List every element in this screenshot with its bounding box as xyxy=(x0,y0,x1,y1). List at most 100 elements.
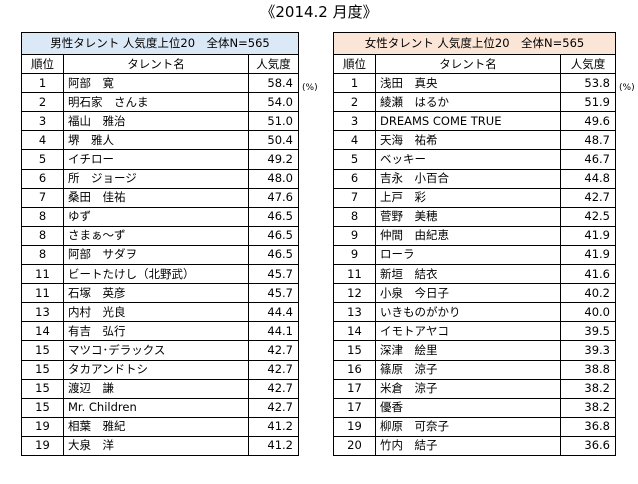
male-table-header-row: 男性タレント 人気度上位20 全体N=565 xyxy=(21,32,299,55)
table-row: 15 タカアンドトシ 42.7 xyxy=(21,359,299,380)
name-cell: 明石家 さんま xyxy=(63,92,249,113)
page-title: 《2014.2 月度》 xyxy=(260,3,378,21)
name-cell: Mr. Children xyxy=(63,397,249,418)
value-cell: 49.2 xyxy=(248,149,299,170)
rank-cell: 13 xyxy=(21,302,64,323)
table-row: 2 明石家 さんま 54.0 xyxy=(21,92,299,113)
rank-cell: 19 xyxy=(21,435,64,456)
name-cell: 阿部 寛 xyxy=(63,73,249,94)
rank-cell: 6 xyxy=(21,168,64,189)
table-row: 8 ゆず 46.5 xyxy=(21,206,299,227)
value-cell: 58.4 xyxy=(248,73,299,94)
value-cell: 51.9 xyxy=(560,92,616,113)
rank-cell: 13 xyxy=(333,302,376,323)
name-cell: 優香 xyxy=(375,397,561,418)
table-row: 14 有吉 弘行 44.1 xyxy=(21,321,299,342)
table-row: 7 上戸 彩 42.7 xyxy=(333,187,616,208)
name-cell: ゆず xyxy=(63,206,249,227)
rank-cell: 1 xyxy=(333,73,376,94)
table-row: 15 渡辺 謙 42.7 xyxy=(21,378,299,399)
table-row: 5 イチロー 49.2 xyxy=(21,149,299,170)
value-cell: 36.8 xyxy=(560,416,616,437)
value-cell: 42.7 xyxy=(248,340,299,361)
male-col-value: 人気度 xyxy=(248,53,299,75)
rank-cell: 3 xyxy=(21,111,64,132)
value-cell: 41.2 xyxy=(248,416,299,437)
table-row: 9 仲間 由紀恵 41.9 xyxy=(333,225,616,246)
rank-cell: 19 xyxy=(333,416,376,437)
rank-cell: 17 xyxy=(333,397,376,418)
rank-cell: 7 xyxy=(333,187,376,208)
name-cell: 菅野 美穂 xyxy=(375,206,561,227)
value-cell: 38.8 xyxy=(560,359,616,380)
value-cell: 42.5 xyxy=(560,206,616,227)
table-row: 1 浅田 真央 53.8 xyxy=(333,73,616,94)
rank-cell: 15 xyxy=(21,378,64,399)
female-table-title: 女性タレント 人気度上位20 全体N=565 xyxy=(333,32,616,55)
name-cell: 吉永 小百合 xyxy=(375,168,561,189)
name-cell: 天海 祐希 xyxy=(375,130,561,151)
name-cell: マツコ･デラックス xyxy=(63,340,249,361)
table-row: 6 吉永 小百合 44.8 xyxy=(333,168,616,189)
name-cell: 大泉 洋 xyxy=(63,435,249,456)
rank-cell: 19 xyxy=(21,416,64,437)
value-cell: 45.7 xyxy=(248,283,299,304)
female-table-header-row: 女性タレント 人気度上位20 全体N=565 xyxy=(333,32,616,55)
rank-cell: 8 xyxy=(21,206,64,227)
rank-cell: 14 xyxy=(333,321,376,342)
rank-cell: 11 xyxy=(21,283,64,304)
male-ranking-table: 男性タレント 人気度上位20 全体N=565 順位 タレント名 人気度 1 阿部 … xyxy=(21,32,299,456)
value-cell: 54.0 xyxy=(248,92,299,113)
value-cell: 51.0 xyxy=(248,111,299,132)
rank-cell: 11 xyxy=(333,264,376,285)
rank-cell: 7 xyxy=(21,187,64,208)
table-row: 11 新垣 結衣 41.6 xyxy=(333,264,616,285)
table-row: 19 相葉 雅紀 41.2 xyxy=(21,416,299,437)
name-cell: さまぁ～ず xyxy=(63,225,249,246)
name-cell: 浅田 真央 xyxy=(375,73,561,94)
table-row: 20 竹内 結子 36.6 xyxy=(333,435,616,456)
value-cell: 42.7 xyxy=(248,378,299,399)
rank-cell: 12 xyxy=(333,283,376,304)
rank-cell: 5 xyxy=(333,149,376,170)
name-cell: 渡辺 謙 xyxy=(63,378,249,399)
value-cell: 44.1 xyxy=(248,321,299,342)
value-cell: 40.2 xyxy=(560,283,616,304)
name-cell: 深津 絵里 xyxy=(375,340,561,361)
rank-cell: 8 xyxy=(333,206,376,227)
value-cell: 42.7 xyxy=(248,397,299,418)
rank-cell: 4 xyxy=(21,130,64,151)
name-cell: 内村 光良 xyxy=(63,302,249,323)
table-row: 3 DREAMS COME TRUE 49.6 xyxy=(333,111,616,132)
name-cell: ローラ xyxy=(375,244,561,266)
name-cell: 桑田 佳祐 xyxy=(63,187,249,208)
rank-cell: 8 xyxy=(21,225,64,246)
male-col-rank: 順位 xyxy=(21,53,64,75)
value-cell: 48.7 xyxy=(560,130,616,151)
value-cell: 47.6 xyxy=(248,187,299,208)
table-row: 14 イモトアヤコ 39.5 xyxy=(333,321,616,342)
rank-cell: 17 xyxy=(333,378,376,399)
rank-cell: 15 xyxy=(21,359,64,380)
name-cell: 米倉 涼子 xyxy=(375,378,561,399)
value-cell: 50.4 xyxy=(248,130,299,151)
name-cell: 相葉 雅紀 xyxy=(63,416,249,437)
value-cell: 42.7 xyxy=(248,359,299,380)
female-table-body: 女性タレント 人気度上位20 全体N=565 順位 タレント名 人気度 1 浅田 … xyxy=(333,32,616,456)
female-ranking-table: 女性タレント 人気度上位20 全体N=565 順位 タレント名 人気度 1 浅田 … xyxy=(333,32,616,456)
table-row: 17 米倉 涼子 38.2 xyxy=(333,378,616,399)
table-row: 9 ローラ 41.9 xyxy=(333,244,616,266)
table-row: 13 いきものがかり 40.0 xyxy=(333,302,616,323)
table-row: 16 篠原 涼子 38.8 xyxy=(333,359,616,380)
table-row: 7 桑田 佳祐 47.6 xyxy=(21,187,299,208)
table-row: 12 小泉 今日子 40.2 xyxy=(333,283,616,304)
value-cell: 39.5 xyxy=(560,321,616,342)
name-cell: ベッキー xyxy=(375,149,561,170)
table-row: 8 菅野 美穂 42.5 xyxy=(333,206,616,227)
value-cell: 40.0 xyxy=(560,302,616,323)
rank-cell: 20 xyxy=(333,435,376,456)
name-cell: 上戸 彩 xyxy=(375,187,561,208)
name-cell: 堺 雅人 xyxy=(63,130,249,151)
rank-cell: 3 xyxy=(333,111,376,132)
table-row: 8 さまぁ～ず 46.5 xyxy=(21,225,299,246)
